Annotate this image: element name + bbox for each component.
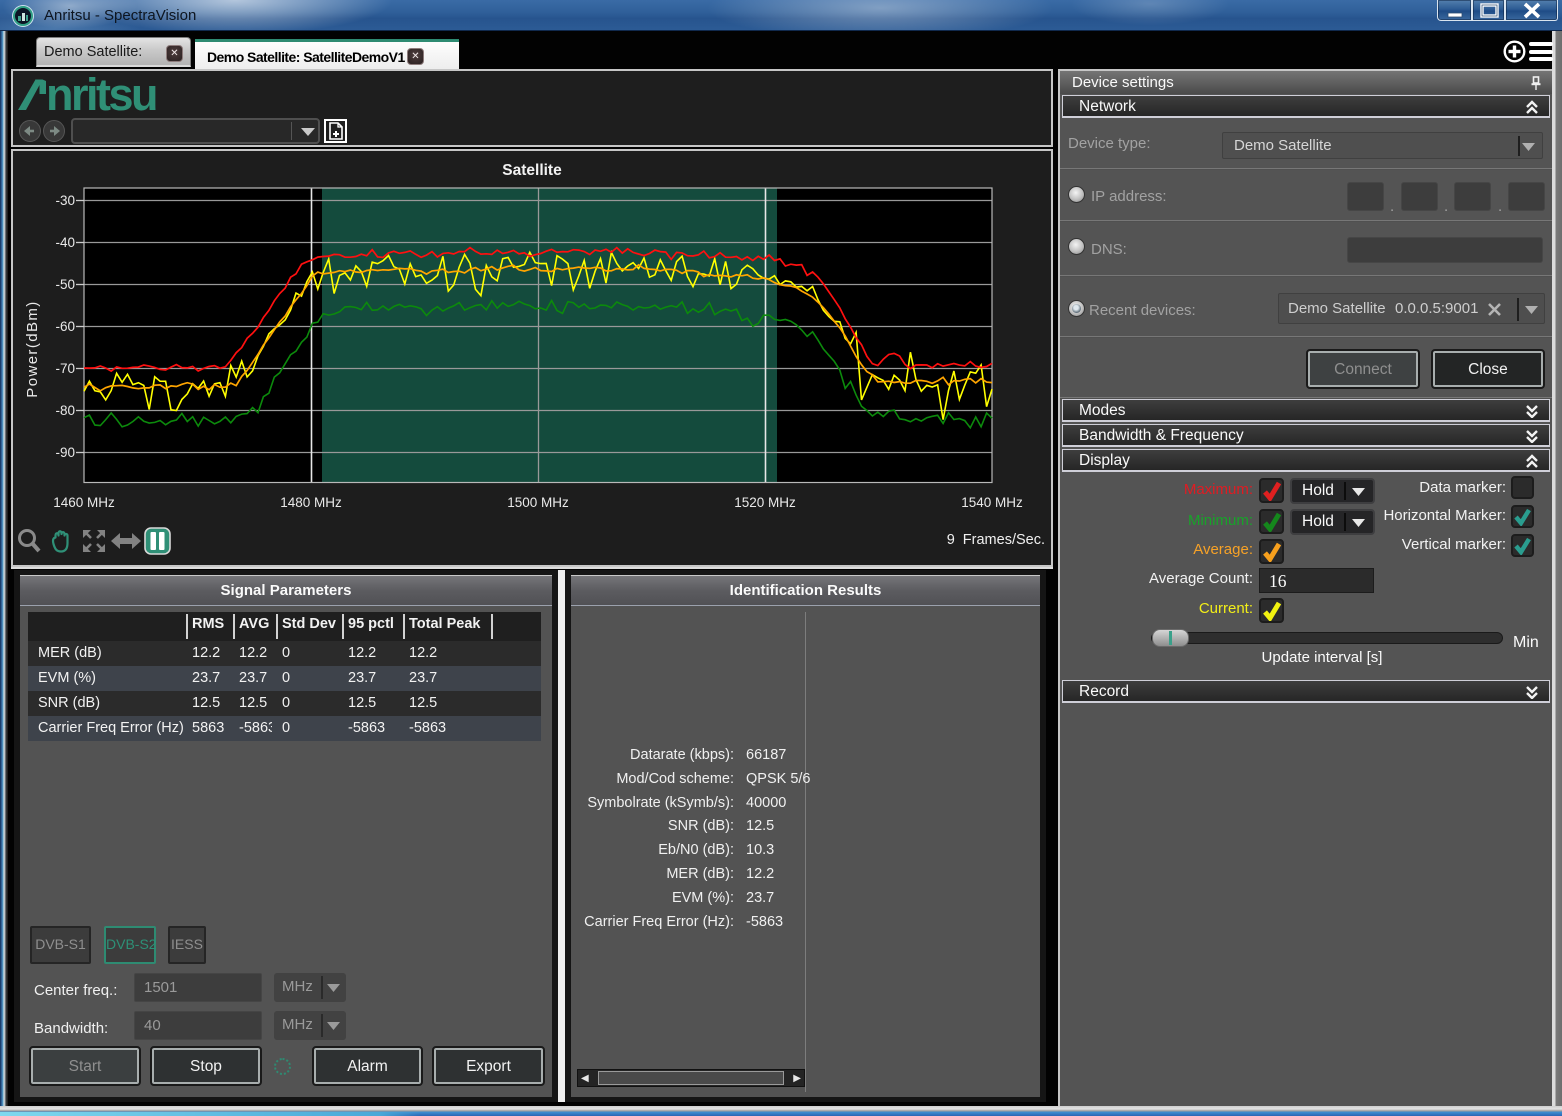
svg-text:nritsu: nritsu [46,76,156,114]
